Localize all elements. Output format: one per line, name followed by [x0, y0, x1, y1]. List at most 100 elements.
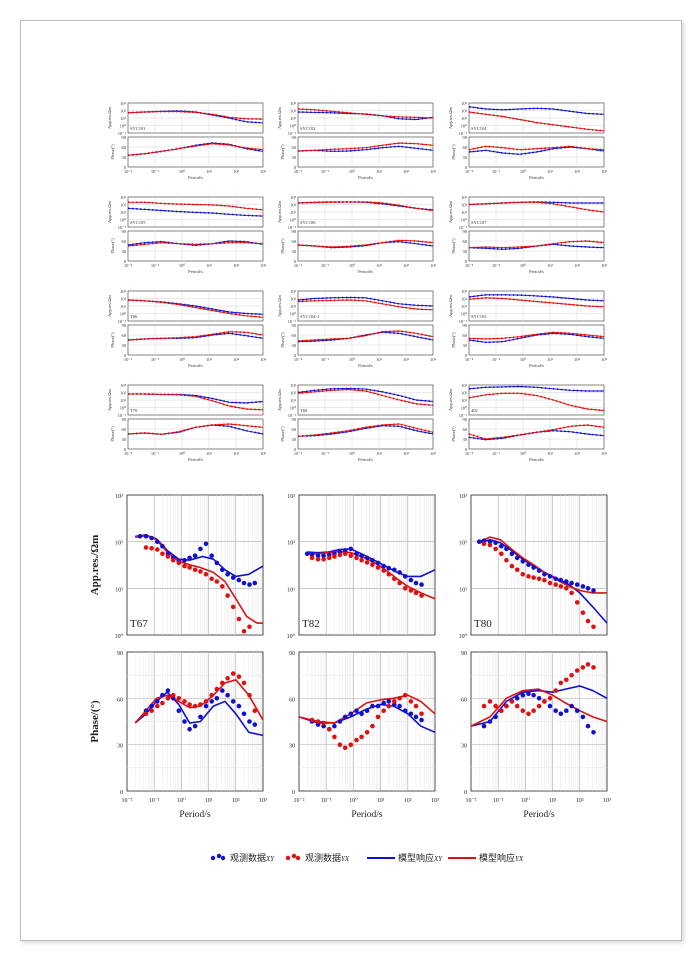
rho-obs-yx-point: [230, 604, 236, 610]
rho-obs-xy-point: [569, 580, 574, 586]
rho-obs-xy-point: [252, 580, 258, 586]
phase-tick-label: 30: [117, 744, 123, 750]
small-rho-tick-label: 10⁰: [461, 124, 468, 129]
small-x-tick-label: 10⁰: [520, 357, 527, 362]
legend-obs-yx-dot-3: [295, 855, 301, 861]
rho-obs-yx-point: [553, 582, 558, 587]
legend-obs-xy-label: 观测数据XY: [230, 852, 275, 863]
small-rho-tick-label: 10²: [290, 391, 297, 396]
rho-obs-yx-point: [514, 567, 520, 573]
rho-obs-yx-point: [143, 545, 149, 550]
phase-obs-xy-point: [236, 703, 242, 709]
phase-tick-label: 30: [289, 744, 295, 750]
phase-obs-xy-point: [591, 730, 596, 735]
phase-obs-yx-point: [230, 671, 236, 676]
small-station-label: SYC104: [471, 126, 487, 131]
phase-obs-yx-point: [321, 720, 326, 726]
small-rho-tick-label: 10⁰: [290, 124, 297, 129]
legend-obs-yx-label: 观测数据YX: [305, 852, 350, 863]
small-x-tick-label: 10⁰: [349, 451, 356, 456]
small-x-tick-label: 10²: [403, 263, 410, 268]
small-phase-tick-label: 30: [463, 155, 468, 160]
phase-obs-yx-point: [225, 676, 230, 681]
rho-obs-xy-point: [580, 584, 586, 589]
small-x-tick-label: 10²: [403, 451, 410, 456]
phase-obs-xy-point: [155, 699, 160, 704]
small-rho-obs-yx: [297, 201, 434, 212]
phase-obs-yx-point: [203, 699, 209, 704]
rho-obs-yx-point: [348, 553, 354, 558]
phase-obs-yx-point: [499, 708, 504, 713]
small-x-tick-label: 10⁻²: [294, 451, 303, 456]
phase-obs-yx-point: [176, 696, 182, 701]
phase-obs-yx-point: [236, 674, 242, 679]
phase-obs-yx-point: [198, 702, 203, 707]
rho-obs-yx-point: [327, 555, 332, 561]
small-rho-ylabel: App.res.Ωm: [107, 200, 112, 223]
large-panel-T80: 10³ 10² 10¹ 10⁰ T80 90 60 30 0 10⁻² 10⁻¹ 10⁰ 10¹ 10² 1…: [459, 494, 612, 820]
rho-y-axis-label: App.res./Ωm: [89, 535, 101, 596]
small-phase-tick-label: 60: [463, 333, 468, 338]
small-x-tick-label: 10³: [430, 357, 437, 362]
small-x-tick-label: 10⁻¹: [321, 263, 330, 268]
small-phase-tick-label: 60: [463, 239, 468, 244]
rho-obs-xy-point: [504, 546, 509, 552]
phase-tick-label: 0: [292, 790, 295, 796]
small-phase-frame: [468, 324, 605, 356]
rho-obs-yx-point: [569, 590, 574, 596]
small-phase-tick-label: 0: [294, 447, 297, 452]
small-x-tick-label: 10³: [601, 357, 608, 362]
small-rho-tick-label: 10⁻¹: [288, 225, 297, 230]
small-xlabel: Period/s: [529, 175, 544, 180]
phase-tick-label: 60: [461, 697, 467, 703]
small-xlabel: Period/s: [188, 269, 203, 274]
rho-obs-xy-point: [137, 534, 143, 539]
small-x-tick-label: 10¹: [206, 169, 213, 174]
small-phase-obs-xy: [468, 332, 605, 344]
phase-obs-yx-point: [509, 699, 515, 704]
rho-obs-yx-point: [574, 600, 580, 605]
phase-obs-yx-point: [241, 680, 247, 686]
small-rho-tick-label: 10¹: [120, 116, 127, 121]
small-rho-tick-label: 10⁰: [461, 312, 468, 317]
rho-obs-yx-point: [203, 572, 209, 577]
rho-obs-xy-point: [209, 553, 214, 558]
small-rho-tick-label: 10⁻¹: [118, 131, 127, 136]
phase-obs-yx-point: [192, 703, 198, 709]
phase-obs-xy-point: [247, 719, 252, 724]
small-rho-tick-label: 10⁻¹: [288, 131, 297, 136]
small-rho-obs-yx: [127, 110, 264, 120]
small-phase-tick-label: 30: [463, 343, 468, 348]
small-rho-ylabel: App.res.Ωm: [277, 200, 282, 223]
phase-obs-xy-point: [402, 708, 408, 713]
phase-obs-yx-point: [252, 708, 258, 713]
small-phase-frame: [127, 230, 264, 262]
phase-obs-xy-point: [547, 703, 553, 709]
rho-obs-xy-point: [402, 574, 408, 579]
small-rho-ylabel: App.res.Ωm: [107, 388, 112, 411]
small-rho-obs-yx: [468, 201, 605, 213]
rho-obs-yx-point: [381, 568, 387, 573]
rho-obs-yx-point: [337, 552, 343, 558]
rho-obs-yx-point: [176, 560, 182, 566]
x-tick-label: 10⁻¹: [493, 798, 504, 804]
phase-obs-xy-point: [564, 708, 569, 713]
legend: 观测数据XY 观测数据YX 模型响应XY 模型响应YX: [210, 852, 524, 863]
phase-obs-xy-point: [214, 696, 220, 701]
small-rho-tick-label: 10³: [461, 289, 468, 294]
small-rho-tick-label: 10¹: [290, 116, 297, 121]
small-rho-tick-label: 10²: [120, 109, 127, 114]
small-rho-ylabel: App.res.Ωm: [107, 294, 112, 317]
small-rho-obs-xy: [297, 296, 434, 307]
small-phase-ylabel: Phase(°): [110, 238, 115, 254]
rho-obs-xy-point: [370, 557, 375, 563]
rho-obs-xy-point: [187, 555, 192, 561]
small-phase-obs-yx: [127, 330, 264, 341]
phase-obs-xy-point: [531, 692, 536, 698]
small-rho-model-xy: [297, 387, 434, 402]
small-rho-tick-label: 10²: [120, 391, 127, 396]
x-tick-label: 10²: [232, 798, 240, 804]
phase-obs-xy-point: [375, 703, 381, 709]
small-x-tick-label: 10²: [574, 169, 581, 174]
